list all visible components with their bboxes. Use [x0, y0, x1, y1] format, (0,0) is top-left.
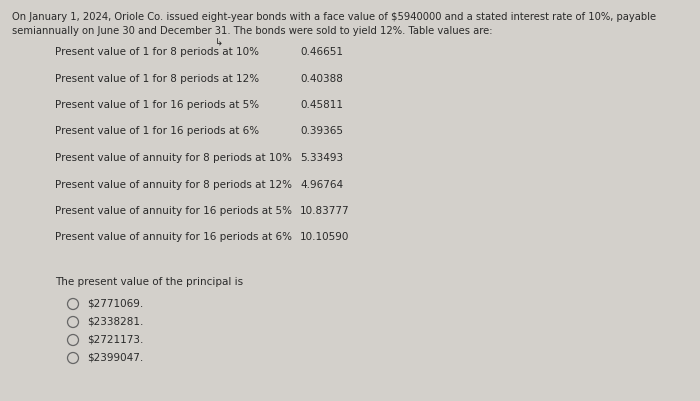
Text: 10.83777: 10.83777 [300, 206, 349, 216]
Text: Present value of 1 for 16 periods at 6%: Present value of 1 for 16 periods at 6% [55, 126, 259, 136]
Text: 10.10590: 10.10590 [300, 233, 349, 243]
Text: $2399047.: $2399047. [87, 353, 144, 363]
Text: Present value of annuity for 16 periods at 6%: Present value of annuity for 16 periods … [55, 233, 292, 243]
Text: On January 1, 2024, Oriole Co. issued eight-year bonds with a face value of $594: On January 1, 2024, Oriole Co. issued ei… [12, 12, 656, 22]
Text: 0.45811: 0.45811 [300, 100, 343, 110]
Text: 0.46651: 0.46651 [300, 47, 343, 57]
Text: $2338281.: $2338281. [87, 317, 144, 327]
Text: The present value of the principal is: The present value of the principal is [55, 277, 243, 287]
Text: Present value of annuity for 8 periods at 10%: Present value of annuity for 8 periods a… [55, 153, 292, 163]
Text: 0.40388: 0.40388 [300, 73, 343, 83]
Text: $2721173.: $2721173. [87, 335, 144, 345]
Text: ↳: ↳ [215, 37, 223, 47]
Text: Present value of annuity for 8 periods at 12%: Present value of annuity for 8 periods a… [55, 180, 292, 190]
Text: $2771069.: $2771069. [87, 299, 144, 309]
Text: Present value of 1 for 8 periods at 10%: Present value of 1 for 8 periods at 10% [55, 47, 259, 57]
Text: 5.33493: 5.33493 [300, 153, 343, 163]
Text: 4.96764: 4.96764 [300, 180, 343, 190]
Text: Present value of 1 for 16 periods at 5%: Present value of 1 for 16 periods at 5% [55, 100, 259, 110]
Text: 0.39365: 0.39365 [300, 126, 343, 136]
Text: Present value of annuity for 16 periods at 5%: Present value of annuity for 16 periods … [55, 206, 292, 216]
Text: Present value of 1 for 8 periods at 12%: Present value of 1 for 8 periods at 12% [55, 73, 259, 83]
Text: semiannually on June 30 and December 31. The bonds were sold to yield 12%. Table: semiannually on June 30 and December 31.… [12, 26, 493, 36]
